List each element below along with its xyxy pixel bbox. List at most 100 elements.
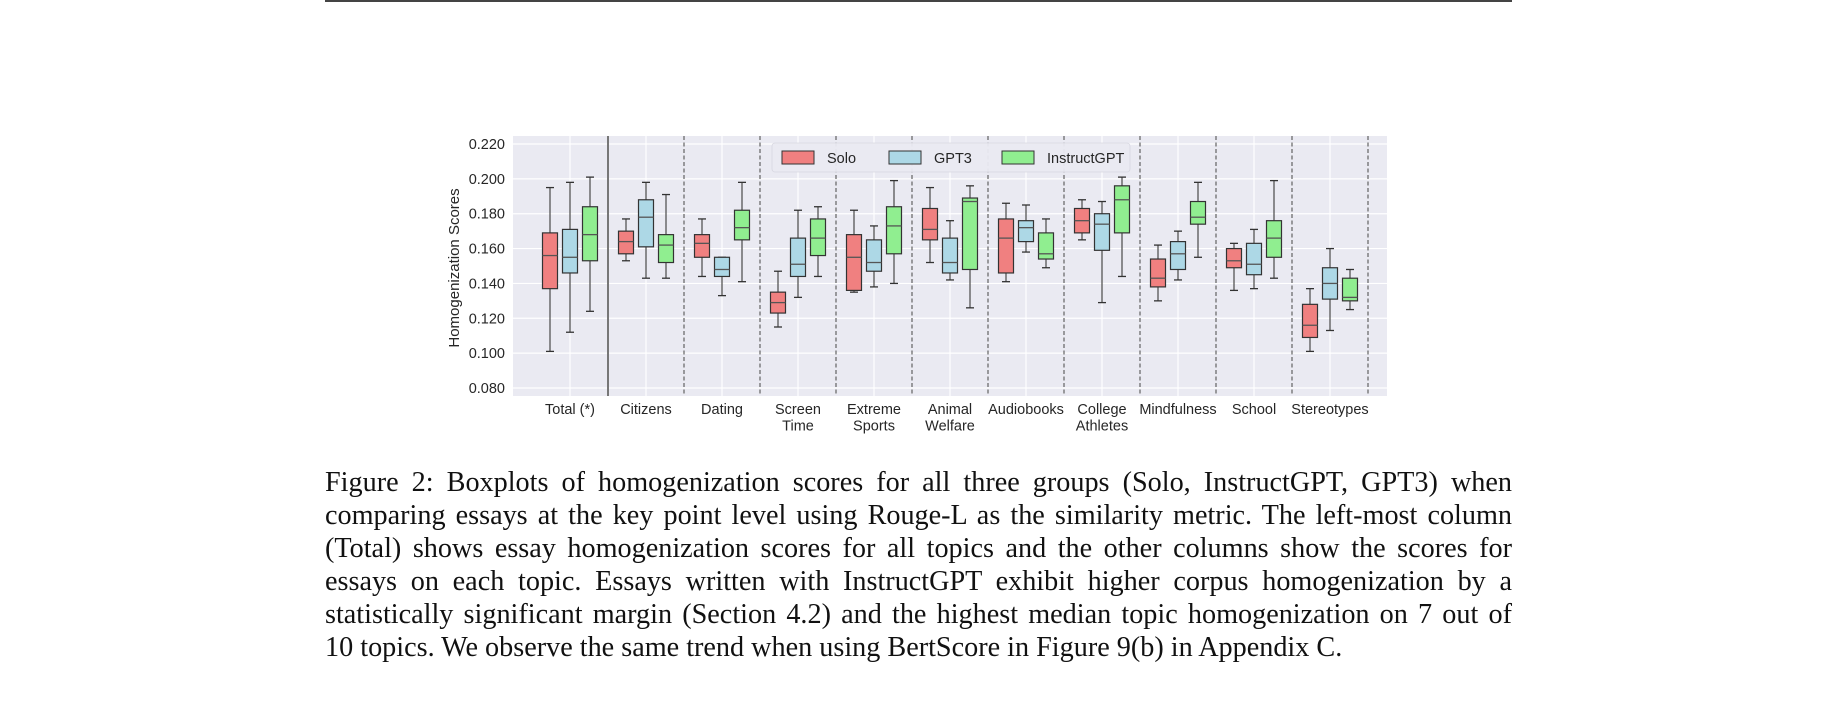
box-iqr [921, 207, 939, 241]
x-tick-label: Screen [775, 402, 821, 418]
box-instructgpt [885, 179, 903, 285]
legend-swatch-gpt3 [888, 150, 922, 165]
box-gpt3 [1017, 204, 1035, 253]
box-iqr [693, 234, 711, 258]
caption-line: 10 topics. We observe the same trend whe… [325, 632, 1343, 663]
caption-line: (Total) shows essay homogenization score… [325, 533, 1512, 564]
box-gpt3 [637, 181, 655, 279]
y-tick-label: 0.140 [469, 276, 505, 292]
y-tick-label: 0.220 [469, 137, 505, 153]
box-iqr [1225, 247, 1243, 269]
group-separators [607, 136, 1369, 396]
box-iqr [885, 206, 903, 255]
box-iqr [789, 237, 807, 278]
box-iqr [1245, 242, 1263, 276]
legend-label-solo: Solo [827, 151, 856, 167]
figure-caption: Figure 2: Boxplots of homogenization sco… [325, 466, 1512, 664]
box-iqr [1093, 213, 1111, 251]
y-tick-label: 0.120 [469, 311, 505, 327]
legend-swatch-solo [781, 150, 815, 165]
box-solo [693, 218, 711, 278]
top-rule [325, 0, 1512, 2]
box-solo [845, 209, 863, 293]
x-tick-label: Welfare [925, 419, 975, 435]
box-iqr [941, 237, 959, 274]
box-iqr [961, 197, 979, 271]
box-iqr [1037, 232, 1055, 260]
box-iqr [809, 218, 827, 257]
x-tick-label: Citizens [620, 402, 672, 418]
box-iqr [1265, 220, 1283, 258]
x-tick-label: Time [782, 419, 814, 435]
x-tick-label: Mindfulness [1139, 402, 1216, 418]
box-gpt3 [1169, 230, 1187, 281]
box-iqr [865, 239, 883, 272]
legend: Solo GPT3 InstructGPT [771, 142, 1131, 173]
box-instructgpt [1189, 181, 1207, 258]
box-iqr [713, 256, 731, 278]
box-solo [1225, 242, 1243, 292]
box-instructgpt [1341, 268, 1359, 311]
box-iqr [997, 218, 1015, 274]
box-instructgpt [581, 176, 599, 312]
legend-label-gpt3: GPT3 [934, 151, 972, 167]
box-iqr [581, 206, 599, 262]
x-tick-label: Total (*) [545, 402, 595, 418]
caption-line: statistically significant margin (Sectio… [325, 599, 1512, 630]
box-iqr [1017, 220, 1035, 243]
y-tick-label: 0.160 [469, 242, 505, 258]
boxes [541, 176, 1359, 353]
box-iqr [845, 234, 863, 292]
box-iqr [1189, 200, 1207, 225]
box-iqr [1301, 303, 1319, 339]
x-tick-label: Animal [928, 402, 972, 418]
box-instructgpt [1037, 218, 1055, 269]
box-instructgpt [657, 193, 675, 279]
y-tick-labels: 0.080 0.100 0.120 0.140 0.160 0.180 0.200 0.220 [469, 137, 505, 397]
box-instructgpt [961, 185, 979, 309]
box-solo [617, 218, 635, 262]
legend-swatch-instructgpt [1001, 150, 1035, 165]
box-iqr [1169, 241, 1187, 271]
box-iqr [1341, 277, 1359, 302]
x-tick-label: Audiobooks [988, 402, 1064, 418]
y-axis-label: Homogenization Scores [446, 188, 463, 347]
y-tick-label: 0.200 [469, 172, 505, 188]
box-iqr [541, 232, 559, 290]
box-solo [997, 202, 1015, 283]
x-tick-label: Stereotypes [1291, 402, 1368, 418]
box-solo [1301, 288, 1319, 353]
box-iqr [657, 234, 675, 264]
box-solo [1073, 199, 1091, 241]
box-iqr [561, 228, 579, 274]
box-iqr [1113, 185, 1131, 234]
box-gpt3 [941, 220, 959, 281]
x-tick-label: College [1077, 402, 1126, 418]
y-tick-label: 0.180 [469, 207, 505, 223]
y-tick-label: 0.100 [469, 346, 505, 362]
box-instructgpt [809, 206, 827, 278]
box-instructgpt [1113, 176, 1131, 278]
x-tick-label: Athletes [1076, 419, 1128, 435]
box-gpt3 [865, 225, 883, 288]
x-tick-label: Extreme [847, 402, 901, 418]
box-solo [921, 186, 939, 264]
box-solo [541, 186, 559, 353]
caption-line: comparing essays at the key point level … [325, 500, 1512, 531]
box-solo [769, 270, 787, 328]
box-gpt3 [561, 181, 579, 333]
caption-line: Figure 2: Boxplots of homogenization sco… [325, 467, 1512, 498]
box-iqr [637, 199, 655, 248]
box-iqr [617, 230, 635, 255]
box-iqr [733, 209, 751, 241]
box-gpt3 [713, 256, 731, 297]
legend-label-instructgpt: InstructGPT [1047, 151, 1124, 167]
x-tick-label: Sports [853, 419, 895, 435]
box-instructgpt [1265, 179, 1283, 279]
box-gpt3 [1093, 200, 1111, 304]
x-tick-label: School [1232, 402, 1276, 418]
caption-line: essays on each topic. Essays written wit… [325, 566, 1512, 597]
boxplot-chart: 0.080 0.100 0.120 0.140 0.160 0.180 0.200 0.220… [446, 136, 1387, 435]
x-tick-label: Dating [701, 402, 743, 418]
